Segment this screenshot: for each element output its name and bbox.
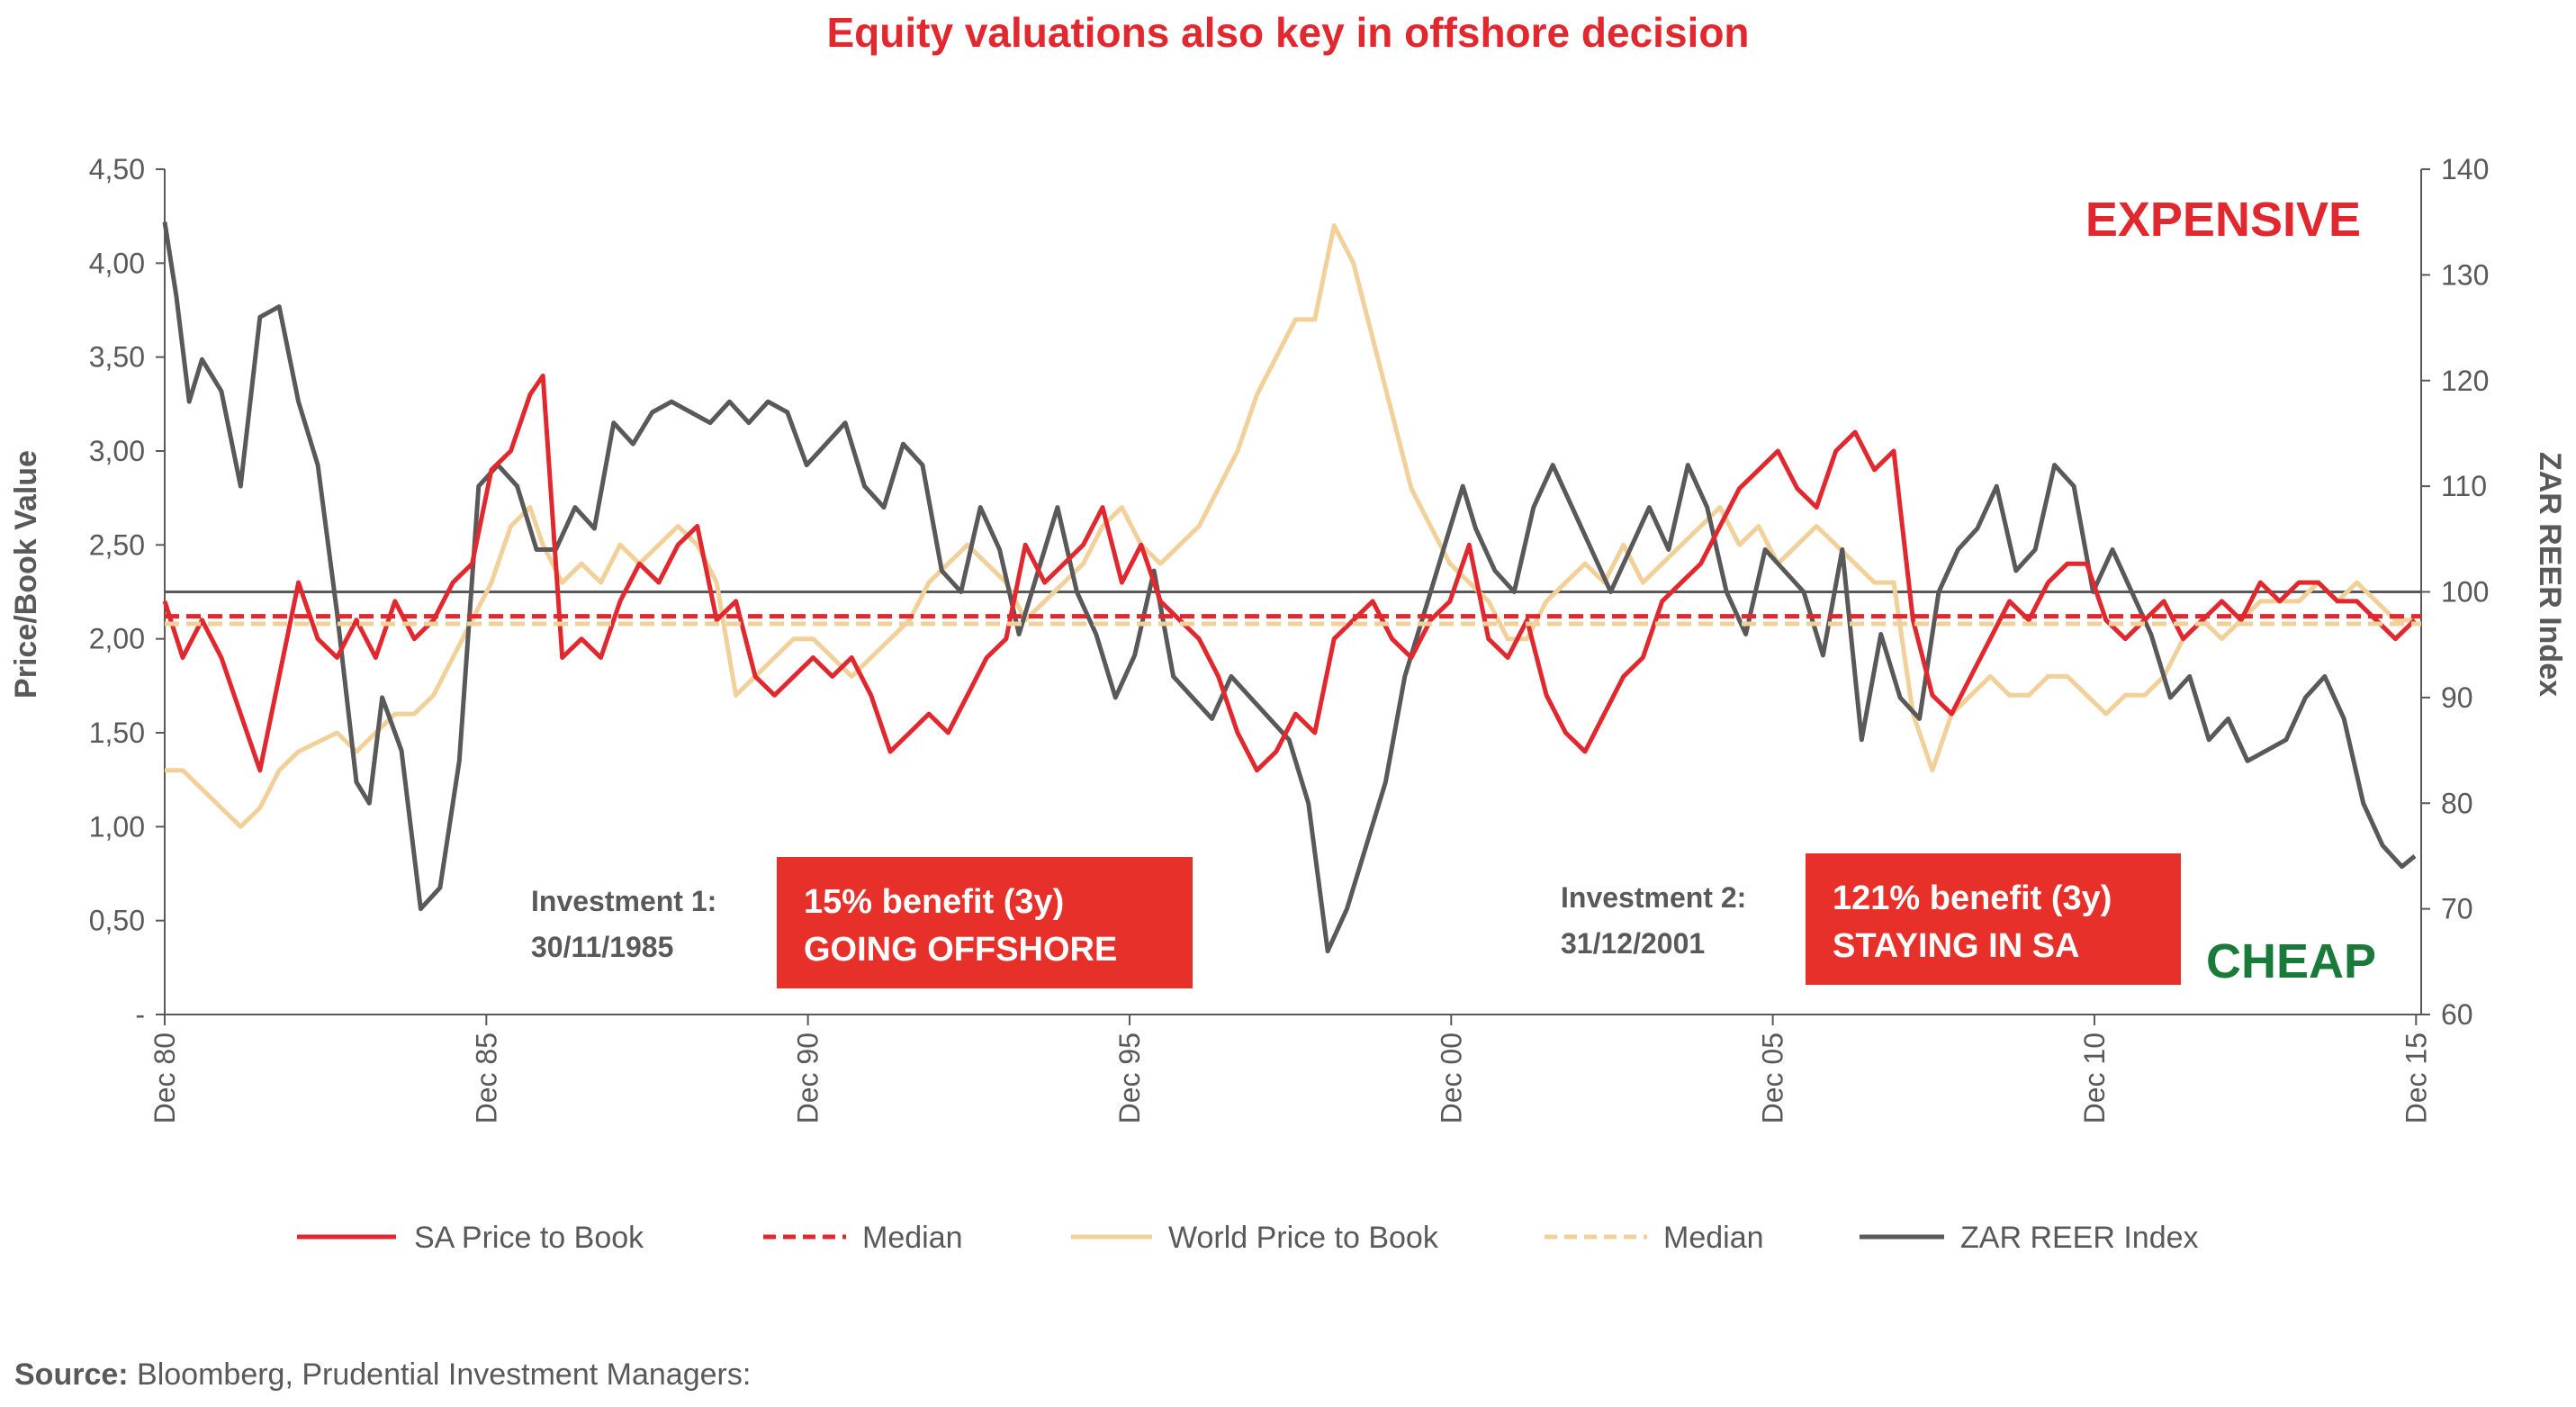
investment2-box (1806, 853, 2181, 985)
legend-entry-world-median: Median (1663, 1221, 1764, 1255)
investment1-label-line1: Investment 1: (531, 885, 716, 917)
x-tick-label: Dec 15 (2400, 1033, 2432, 1123)
right-tick-label: 60 (2441, 998, 2473, 1031)
investment1-box (777, 857, 1193, 988)
x-tick-label: Dec 00 (1435, 1033, 1467, 1123)
right-tick-label: 90 (2441, 681, 2473, 714)
source-note: Source: Bloomberg, Prudential Investment… (14, 1357, 751, 1392)
investment2-label-line1: Investment 2: (1561, 881, 1746, 914)
x-tick-label: Dec 80 (149, 1033, 181, 1123)
legend: SA Price to Book Median World Price to B… (297, 1221, 2199, 1255)
right-tick-label: 80 (2441, 787, 2473, 819)
source-text: Bloomberg, Prudential Investment Manager… (129, 1357, 752, 1392)
x-tick-label: Dec 05 (1757, 1033, 1789, 1123)
x-tick-label: Dec 90 (792, 1033, 824, 1123)
sa-price-to-book-line (162, 374, 2417, 773)
left-tick-label: - (135, 998, 145, 1031)
source-label: Source: (14, 1357, 129, 1392)
legend-entry-zar: ZAR REER Index (1960, 1221, 2199, 1255)
investment2-box-line2: STAYING IN SA (1833, 927, 2080, 965)
chart-title: Equity valuations also key in offshore d… (826, 9, 1749, 56)
x-tick-label: Dec 85 (470, 1033, 502, 1123)
right-tick-label: 130 (2441, 258, 2489, 291)
left-tick-label: 4,50 (89, 153, 145, 185)
zar-reer-index-line (162, 221, 2417, 954)
x-tick-label: Dec 95 (1113, 1033, 1146, 1123)
left-tick-label: 3,00 (89, 435, 145, 467)
right-axis-label: ZAR REER Index (2533, 452, 2567, 697)
legend-entry-sa: SA Price to Book (414, 1221, 644, 1255)
world-price-to-book-line (165, 223, 2415, 829)
left-tick-label: 4,00 (89, 247, 145, 279)
left-tick-label: 3,50 (89, 341, 145, 374)
left-tick-label: 0,50 (89, 905, 145, 937)
cheap-label: CHEAP (2206, 934, 2376, 988)
investment2-box-line1: 121% benefit (3y) (1833, 879, 2112, 917)
right-tick-label: 110 (2441, 470, 2487, 502)
right-tick-label: 120 (2441, 365, 2489, 397)
legend-entry-sa-median: Median (862, 1221, 963, 1255)
investment1-box-line2: GOING OFFSHORE (804, 931, 1117, 969)
investment1-label-line2: 30/11/1985 (531, 931, 673, 963)
right-tick-label: 100 (2441, 576, 2489, 609)
right-tick-label: 140 (2441, 153, 2489, 185)
left-tick-label: 1,50 (89, 717, 145, 749)
axes: - 0,50 1,00 1,50 2,00 2,50 3,00 3,50 4,00 4,50 60 7… (89, 153, 2490, 1123)
investment1-box-line1: 15% benefit (3y) (804, 883, 1064, 921)
left-tick-label: 2,00 (89, 623, 145, 655)
investment2-label-line2: 31/12/2001 (1561, 927, 1705, 960)
right-tick-label: 70 (2441, 893, 2473, 925)
left-tick-label: 1,00 (89, 810, 145, 843)
series-layer (162, 221, 2421, 954)
legend-entry-world: World Price to Book (1168, 1221, 1439, 1255)
x-tick-label: Dec 10 (2078, 1033, 2111, 1123)
expensive-label: EXPENSIVE (2085, 193, 2361, 247)
left-tick-label: 2,50 (89, 528, 145, 561)
left-axis-label: Price/Book Value (9, 450, 43, 699)
